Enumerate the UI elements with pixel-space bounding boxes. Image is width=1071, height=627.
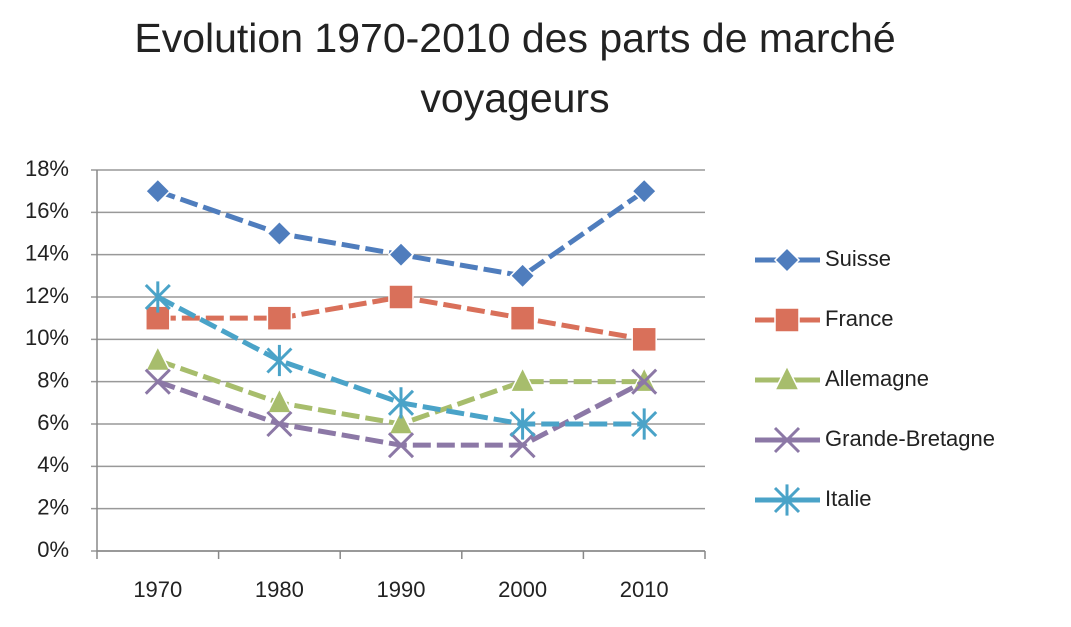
chart-title: Evolution 1970-2010 des parts de marché … [134,15,896,121]
data-point [266,344,293,377]
y-tick-label: 2% [37,494,69,519]
data-point [144,344,172,372]
data-point [631,408,658,440]
x-tick-label: 2010 [620,577,669,602]
data-point [144,281,171,313]
legend-marker [773,426,801,454]
legend-marker [774,307,800,333]
y-tick-label: 4% [37,452,69,477]
legend-label: France [825,306,893,331]
data-point [387,387,415,419]
marker-stroke [509,432,536,459]
x-tick-label: 1980 [255,577,304,602]
marker-stroke [631,368,658,395]
y-tick-label: 18% [25,156,69,181]
marker-stroke [144,368,171,395]
legend-marker [773,364,801,391]
data-point [387,408,415,435]
marker-stroke [266,410,293,438]
y-tick-label: 10% [25,325,69,350]
data-point [266,220,293,247]
data-point [387,241,415,268]
y-tick-label: 14% [25,240,69,265]
y-tick-label: 12% [25,283,69,308]
x-tick-label: 2000 [498,577,547,602]
data-point [266,305,293,331]
data-point [509,432,536,459]
data-point [144,178,171,205]
marker-stroke [387,432,415,459]
data-point [388,284,414,310]
data-point [631,178,658,205]
data-point [509,305,536,331]
data-point [631,326,657,353]
y-tick-label: 0% [37,537,69,562]
y-tick-label: 8% [37,367,69,392]
legend-label: Allemagne [825,366,929,391]
x-tick-label: 1970 [133,577,182,602]
y-tick-label: 16% [25,198,69,223]
legend-label: Grande-Bretagne [825,426,995,451]
legend-label: Italie [825,486,871,511]
data-point [509,365,536,393]
marker-stroke [773,426,801,454]
data-point [631,368,658,395]
data-point [509,262,536,289]
data-point [266,410,293,438]
legend-marker [773,484,801,516]
data-point [387,432,415,459]
legend-marker [773,246,801,274]
data-point [509,408,536,440]
data-point [144,368,171,395]
y-tick-label: 6% [37,410,69,435]
legend-label: Suisse [825,246,891,271]
x-tick-label: 1990 [377,577,426,602]
data-point [266,387,293,414]
